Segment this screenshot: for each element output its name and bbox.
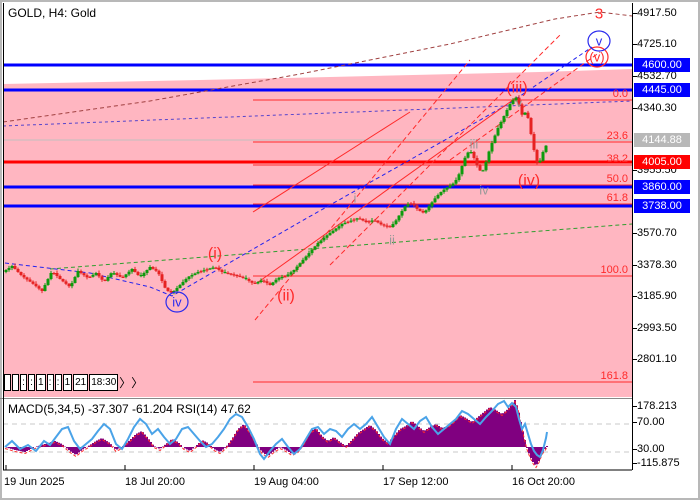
fib-label-38.2: 38.2 <box>607 153 628 165</box>
tag-box: 21 <box>73 374 89 391</box>
macd-signal-line <box>4 400 548 469</box>
wave-label-v[interactable]: v <box>516 96 522 110</box>
indicator-axis-label: -115.875 <box>637 457 680 469</box>
wave-label-ii[interactable]: ii <box>389 233 395 248</box>
tag-box: 1 <box>62 374 73 391</box>
price-axis-label: 3570.70 <box>637 227 677 239</box>
tag-box: : <box>28 374 35 391</box>
tag-box: 1 <box>36 374 46 391</box>
price-axis-tick <box>632 233 637 234</box>
fib-label-50.0: 50.0 <box>607 173 628 185</box>
chart-left-border <box>3 3 4 470</box>
indicator-axis-tick <box>632 449 637 450</box>
price-axis-tick <box>632 76 637 77</box>
wave-label-iii[interactable]: iii <box>470 137 479 152</box>
price-axis-tick <box>632 170 637 171</box>
price-axis-tick <box>632 13 637 14</box>
indicator-axis-tick <box>632 406 637 407</box>
chart-symbol-title: GOLD, H4: Gold <box>8 6 97 20</box>
pink-band <box>3 69 632 397</box>
price-axis-tick <box>632 108 637 109</box>
trendline-7[interactable] <box>329 34 561 266</box>
wave-label-v[interactable]: v <box>596 34 603 49</box>
price-axis-label: 3378.30 <box>637 259 677 271</box>
indicator-label: MACD(5,34,5) -37.307 -61.204 RSI(14) 47.… <box>8 402 251 416</box>
tag-box <box>12 374 19 391</box>
price-axis-tick <box>632 44 637 45</box>
fib-label-61.8: 61.8 <box>607 192 628 204</box>
tag-box: 18:30 <box>89 374 119 391</box>
price-axis-border <box>632 3 633 470</box>
indicator-axis-label: 70.00 <box>637 416 665 428</box>
wave-label-(ii)[interactable]: (ii) <box>277 288 295 305</box>
fib-label-100.0: 100.0 <box>600 264 628 276</box>
trendline-6[interactable] <box>254 59 471 321</box>
rsi-line <box>4 399 548 461</box>
trendline-5[interactable] <box>252 111 411 213</box>
time-axis-label: 19 Jun 2025 <box>4 476 65 488</box>
time-axis-label: 18 Jul 20:00 <box>125 476 185 488</box>
price-axis-label: 4532.70 <box>637 70 677 82</box>
wave-label-iv[interactable]: iv <box>479 183 489 198</box>
tag-box: : <box>54 374 62 391</box>
price-badge-4005.00: 4005.00 <box>634 155 690 169</box>
price-badge-4445.00: 4445.00 <box>634 83 690 97</box>
price-axis-tick <box>632 328 637 329</box>
candles <box>4 95 548 295</box>
indicator-axis-label: 178.213 <box>637 400 677 412</box>
trendline-4[interactable] <box>256 96 518 284</box>
wave-circle-7 <box>165 291 189 313</box>
price-badge-3860.00: 3860.00 <box>634 180 690 194</box>
trendline-8[interactable] <box>449 51 601 161</box>
price-axis-label: 2801.10 <box>637 353 677 365</box>
wave-label-(iii)[interactable]: (iii) <box>506 80 527 97</box>
price-badge-4144.88: 4144.88 <box>634 133 690 147</box>
trendline-1[interactable] <box>2 100 632 127</box>
indicator-axis-label: 30.00 <box>637 443 665 455</box>
price-badge-3738.00: 3738.00 <box>634 199 690 213</box>
price-badge-4600.00: 4600.00 <box>634 58 690 72</box>
wave-label-(i)[interactable]: (i) <box>208 246 222 263</box>
timeframe-tag[interactable]: ::1::1 21 18:30 〉〉 <box>4 374 143 391</box>
macd-panel-canvas[interactable] <box>0 398 632 472</box>
price-axis-tick <box>632 296 637 297</box>
price-axis-tick <box>632 359 637 360</box>
price-axis-label: 4917.50 <box>637 7 677 19</box>
wave-label-3[interactable]: 3 <box>595 5 603 22</box>
wave-label-iv[interactable]: iv <box>172 295 182 310</box>
fib-label-161.8: 161.8 <box>600 370 628 382</box>
time-axis-label: 16 Oct 20:00 <box>512 476 575 488</box>
price-axis-label: 4340.30 <box>637 102 677 114</box>
trendline-0[interactable] <box>49 223 632 270</box>
price-chart-canvas[interactable]: 0.0 23.6 38.2 50.0 61.8 100.0 161.8 (i) (ii) (iii… <box>0 0 632 398</box>
wave-label-i[interactable]: i <box>354 191 357 206</box>
tag-chevron-icon: 〉〉 <box>119 376 144 390</box>
tag-box: : <box>20 374 27 391</box>
price-axis-label: 4725.10 <box>637 38 677 50</box>
price-axis-label: 3185.90 <box>637 290 677 302</box>
indicator-axis-tick <box>632 463 637 464</box>
tag-box <box>4 374 11 391</box>
tag-box: : <box>46 374 54 391</box>
wave-label-(iv)[interactable]: (iv) <box>518 173 540 190</box>
wave-circle-5 <box>585 46 609 68</box>
trendline-3[interactable] <box>4 46 593 297</box>
wave-label-(v)[interactable]: (v) <box>589 50 604 65</box>
fib-label-0.0: 0.0 <box>613 88 628 100</box>
time-axis-label: 19 Aug 04:00 <box>254 476 319 488</box>
price-axis-tick <box>632 265 637 266</box>
fib-label-23.6: 23.6 <box>607 130 628 142</box>
indicator-axis-tick <box>632 422 637 423</box>
wave-circle-6 <box>587 30 611 52</box>
time-axis-label: 17 Sep 12:00 <box>383 476 449 488</box>
price-axis-label: 2993.50 <box>637 322 677 334</box>
trendline-2[interactable] <box>2 11 632 123</box>
